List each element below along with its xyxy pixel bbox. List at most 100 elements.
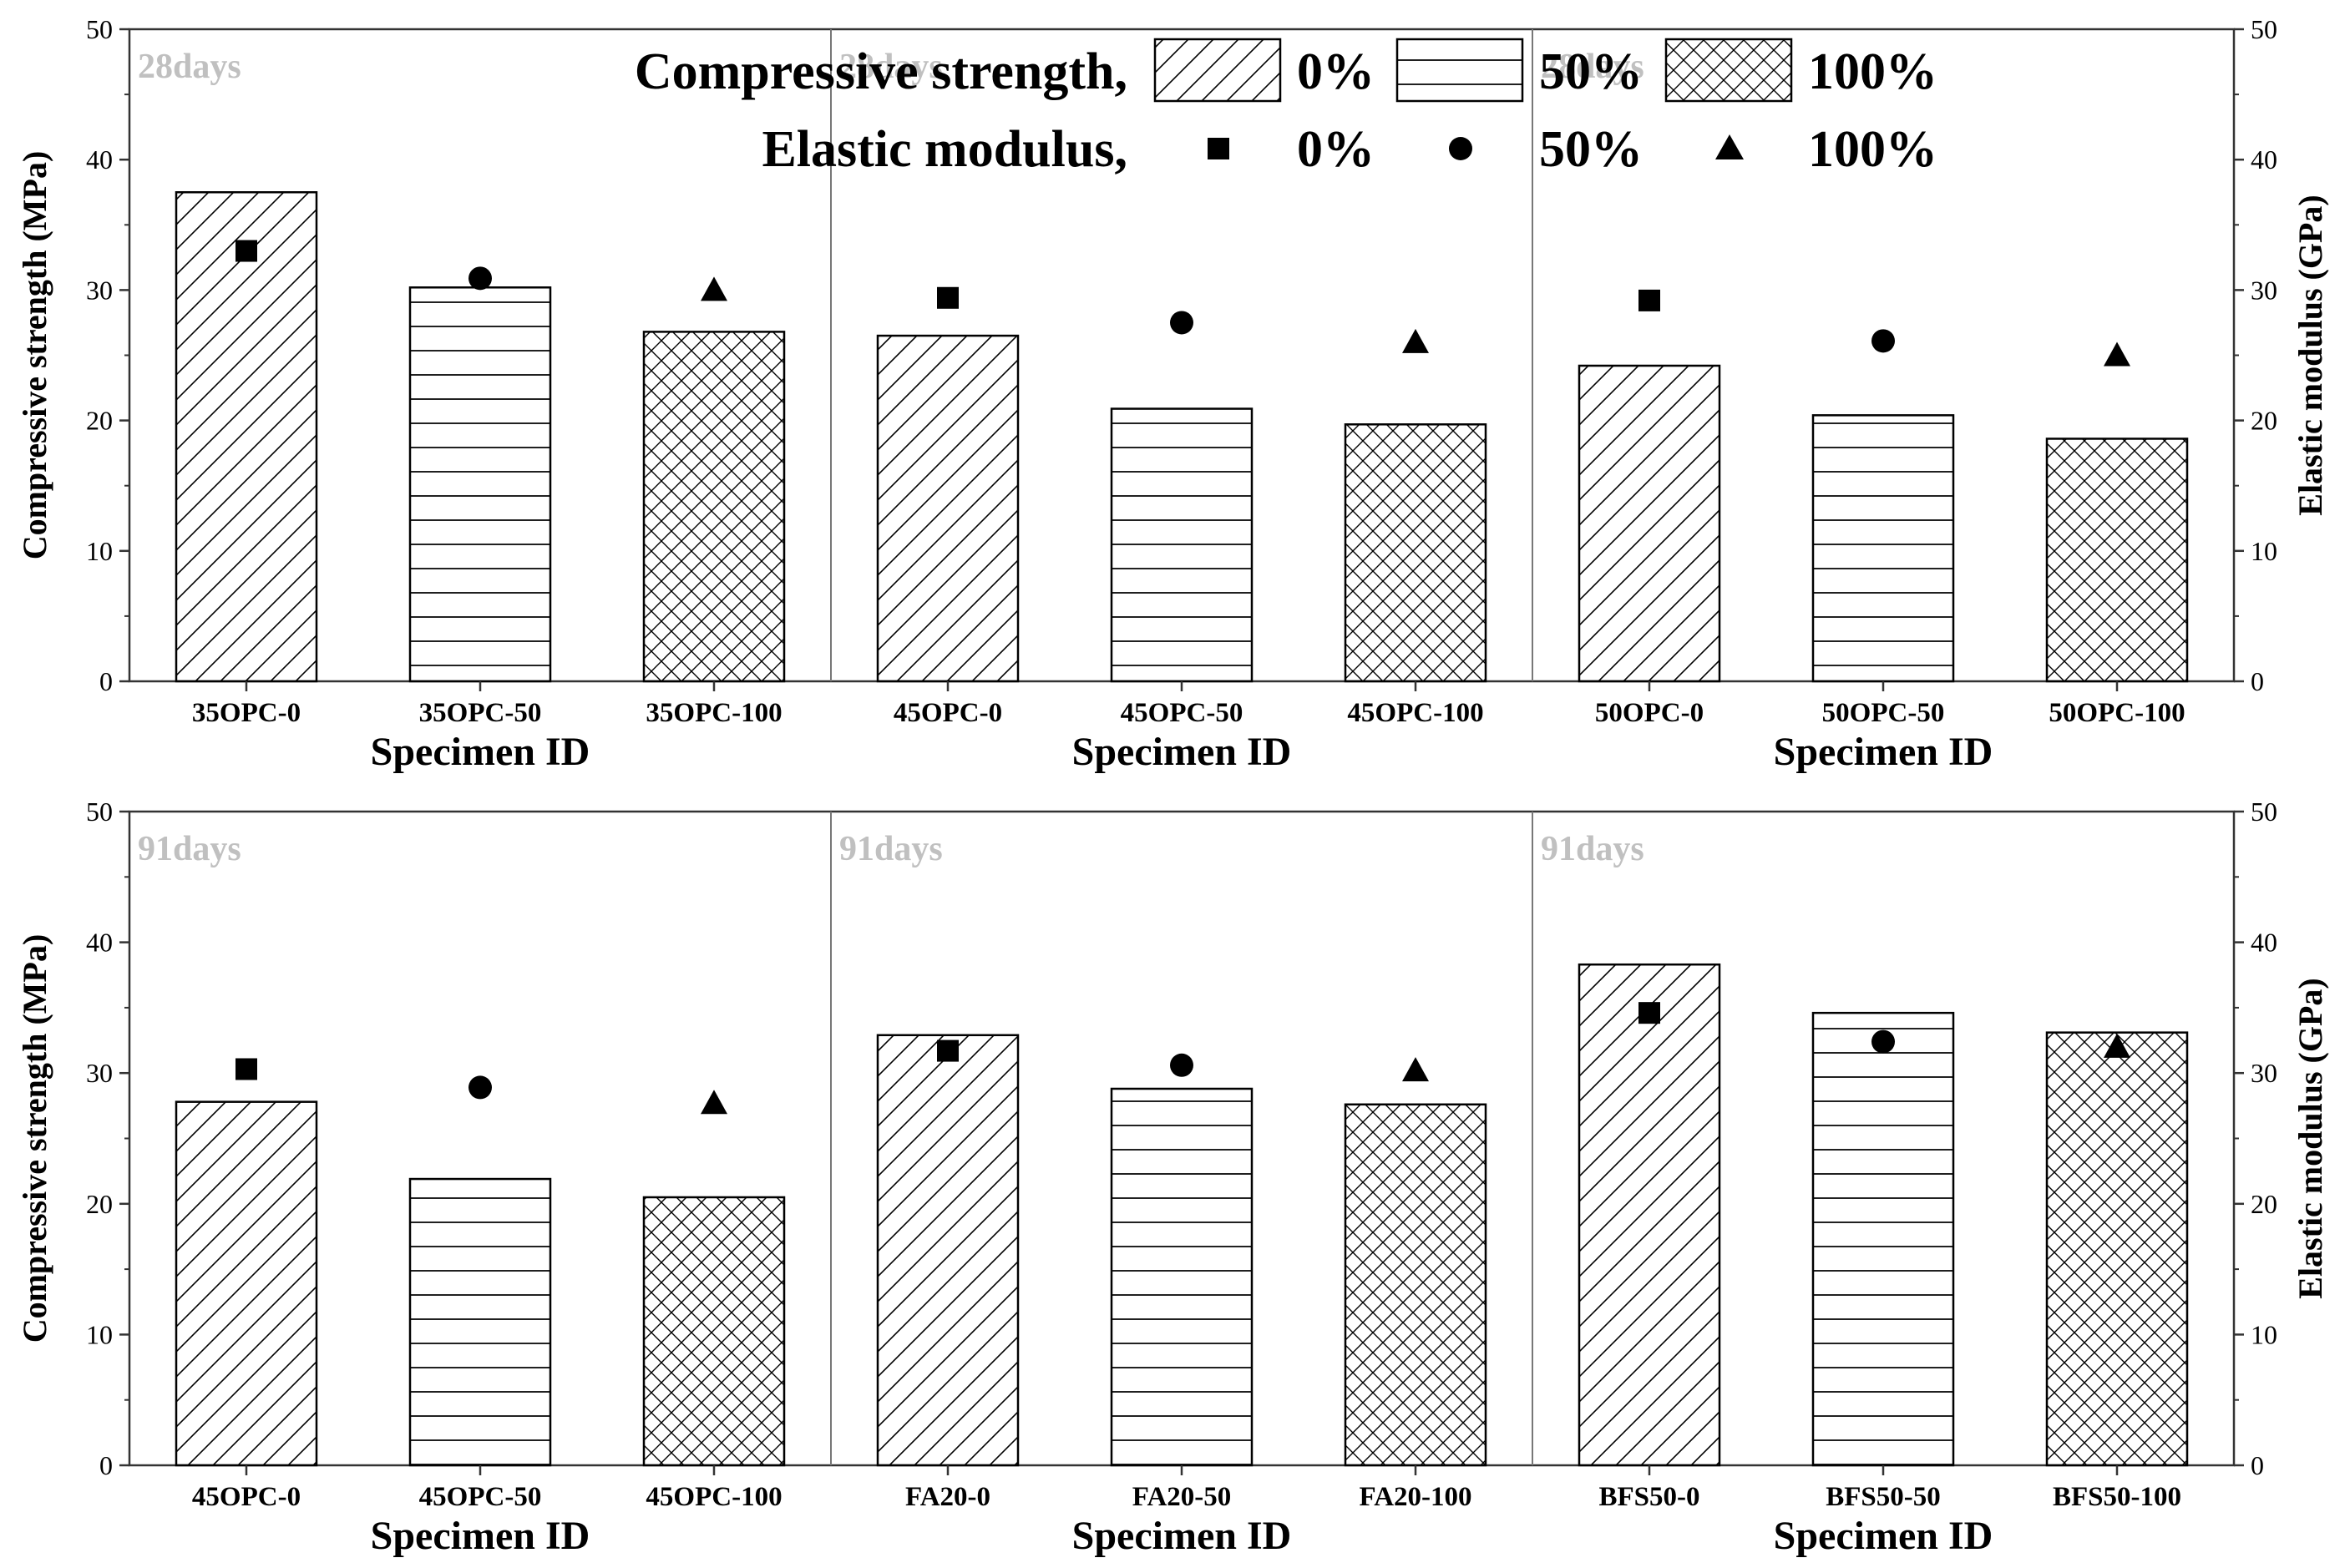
legend-swatch-horizontal-lines <box>1395 38 1524 103</box>
bar-BFS50-100 <box>2045 1031 2189 1467</box>
y-right-tick-label: 50 <box>2251 797 2277 827</box>
legend-strength-level: 0% <box>1297 43 1375 100</box>
legend-marker-square <box>1208 138 1229 159</box>
y-right-axis-title: Elastic modulus (GPa) <box>2292 195 2329 515</box>
y-left-tick-label: 10 <box>86 536 113 566</box>
bar-FA20-0 <box>876 1034 1020 1467</box>
panel-top: 0 10 20 30 40 50 0 10 20 30 40 50 Compressive streng… <box>16 14 2329 774</box>
y-left-tick-label: 0 <box>99 666 113 696</box>
marker-50OPC-50 <box>1871 329 1895 353</box>
legend-strength-level: 50% <box>1539 43 1643 100</box>
legend-modulus-level: 100% <box>1808 121 1937 178</box>
bar-50OPC-50 <box>1811 414 1955 683</box>
marker-45OPC-100 <box>1402 328 1429 353</box>
group-day-tag: 91days <box>839 830 943 868</box>
x-tick-label: 35OPC-50 <box>419 698 542 728</box>
bar-BFS50-50 <box>1811 1011 1955 1467</box>
y-left-tick-label: 50 <box>86 14 113 44</box>
y-left-tick-label: 40 <box>86 144 113 175</box>
panel-bottom: 0 10 20 30 40 50 0 10 20 30 40 50 Compressive streng… <box>16 797 2329 1558</box>
marker-FA20-100 <box>1402 1057 1429 1082</box>
y-right-tick-label: 20 <box>2251 1189 2277 1219</box>
bar-50OPC-100 <box>2045 438 2189 683</box>
legend-marker-circle <box>1449 137 1472 160</box>
marker-50OPC-100 <box>2104 341 2130 367</box>
y-left-tick-label: 50 <box>86 797 113 827</box>
x-tick-label: 45OPC-50 <box>1121 698 1243 728</box>
legend-modulus-level: 0% <box>1297 121 1375 178</box>
marker-45OPC-0 <box>236 1058 257 1080</box>
marker-FA20-50 <box>1170 1053 1193 1077</box>
x-tick-label: 45OPC-0 <box>192 1482 301 1512</box>
legend-modulus-level: 50% <box>1539 121 1643 178</box>
y-left-tick-label: 0 <box>99 1450 113 1480</box>
group-day-tag: 91days <box>1541 830 1644 868</box>
bar-45OPC-100 <box>642 1196 786 1467</box>
legend-swatch-diagonal-hatch <box>1153 38 1282 103</box>
legend-marker-triangle <box>1715 134 1744 159</box>
bar-45OPC-50 <box>408 1177 552 1467</box>
x-tick-label: 45OPC-50 <box>419 1482 542 1512</box>
bar-BFS50-0 <box>1578 963 1721 1467</box>
y-right-tick-label: 30 <box>2251 1058 2277 1088</box>
bar-FA20-50 <box>1110 1087 1254 1467</box>
bar-50OPC-0 <box>1578 364 1721 683</box>
x-tick-label: 35OPC-0 <box>192 698 301 728</box>
legend-swatch-cross-hatch <box>1664 38 1793 103</box>
x-tick-label: BFS50-0 <box>1598 1482 1699 1512</box>
bar-45OPC-100 <box>1344 423 1487 683</box>
marker-50OPC-0 <box>1638 289 1660 311</box>
marker-35OPC-50 <box>468 266 492 291</box>
x-tick-label: 50OPC-50 <box>1822 698 1945 728</box>
y-left-tick-label: 40 <box>86 928 113 958</box>
x-tick-label: BFS50-50 <box>1826 1482 1941 1512</box>
legend-strength-level: 100% <box>1808 43 1937 100</box>
bar-45OPC-0 <box>175 1100 318 1467</box>
x-axis-title: Specimen ID <box>1774 730 1993 774</box>
marker-BFS50-50 <box>1871 1029 1895 1054</box>
x-tick-label: 35OPC-100 <box>646 698 782 728</box>
y-right-tick-label: 50 <box>2251 14 2277 44</box>
x-tick-label: FA20-100 <box>1359 1482 1471 1512</box>
legend-strength-label: Compressive strength, <box>635 43 1127 100</box>
y-right-tick-label: 20 <box>2251 406 2277 436</box>
marker-FA20-0 <box>937 1039 959 1062</box>
x-axis-title: Specimen ID <box>371 730 590 774</box>
y-right-tick-label: 10 <box>2251 536 2277 566</box>
group-day-tag: 28days <box>1541 48 1644 86</box>
y-left-tick-label: 30 <box>86 275 113 305</box>
x-tick-label: 45OPC-100 <box>646 1482 782 1512</box>
y-left-tick-label: 10 <box>86 1319 113 1349</box>
x-tick-label: 45OPC-0 <box>894 698 1002 728</box>
x-tick-label: FA20-0 <box>905 1482 990 1512</box>
group-day-tag: 28days <box>138 48 241 86</box>
group-day-tag: 91days <box>138 830 241 868</box>
y-right-tick-label: 0 <box>2251 666 2264 696</box>
y-left-axis-title: Compressive strength (MPa) <box>16 151 53 560</box>
y-right-tick-label: 40 <box>2251 928 2277 958</box>
x-tick-label: 50OPC-100 <box>2049 698 2185 728</box>
bar-FA20-100 <box>1344 1103 1487 1467</box>
bar-45OPC-0 <box>876 334 1020 683</box>
bar-35OPC-0 <box>175 191 318 683</box>
marker-35OPC-100 <box>701 276 727 301</box>
y-right-axis-title: Elastic modulus (GPa) <box>2292 978 2329 1298</box>
marker-45OPC-50 <box>1170 311 1193 335</box>
x-tick-label: FA20-50 <box>1132 1482 1232 1512</box>
x-tick-label: 45OPC-100 <box>1347 698 1483 728</box>
x-tick-label: BFS50-100 <box>2053 1482 2181 1512</box>
y-left-tick-label: 30 <box>86 1058 113 1088</box>
y-right-tick-label: 30 <box>2251 275 2277 305</box>
y-left-tick-label: 20 <box>86 406 113 436</box>
x-axis-title: Specimen ID <box>371 1514 590 1558</box>
marker-45OPC-0 <box>937 286 959 309</box>
bar-35OPC-100 <box>642 331 786 683</box>
y-right-tick-label: 40 <box>2251 144 2277 175</box>
x-axis-title: Specimen ID <box>1072 730 1292 774</box>
legend: Compressive strength, Elastic modulus, 0% 0… <box>635 38 1937 178</box>
marker-BFS50-0 <box>1638 1002 1660 1024</box>
marker-45OPC-50 <box>468 1075 492 1100</box>
y-left-axis-title: Compressive strength (MPa) <box>16 934 53 1343</box>
group-day-tag: 28days <box>839 48 943 86</box>
